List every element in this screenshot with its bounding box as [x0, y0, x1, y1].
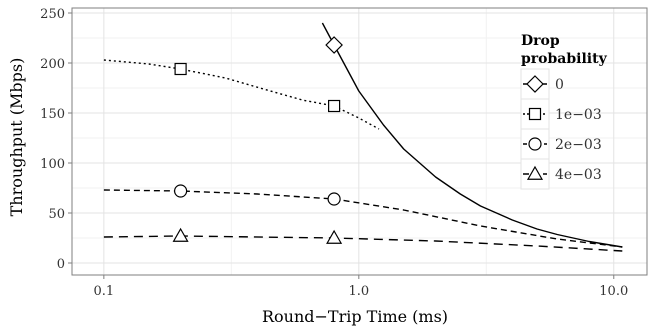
x-tick-label: 10.0	[599, 284, 628, 299]
plot-border	[71, 7, 648, 276]
series-lines	[103, 22, 623, 252]
x-tick-label: 1.0	[348, 284, 369, 299]
y-tick-label: 200	[40, 57, 65, 72]
y-tick-label: 0	[57, 257, 65, 272]
legend-entry-label: 2e−03	[555, 137, 602, 153]
legend-entry-label: 1e−03	[555, 107, 602, 123]
data-point-triangle	[326, 229, 343, 244]
data-point-square	[328, 99, 341, 113]
legend-marker-square	[528, 107, 542, 121]
y-tick-label: 100	[40, 157, 65, 172]
data-point-square	[174, 62, 187, 76]
legend-entry-label: 4e−03	[555, 167, 602, 183]
legend-title-line-1: Drop	[521, 33, 560, 49]
legend-marker-triangle	[526, 165, 544, 180]
data-point-circle	[174, 184, 188, 198]
series-line-0	[321, 22, 623, 248]
legend-marker-diamond	[526, 75, 544, 93]
legend-entry-label: 0	[555, 77, 564, 93]
series-markers	[172, 36, 343, 244]
y-axis-label: Throughput (Mbps)	[7, 58, 26, 217]
series-line-1	[103, 59, 380, 130]
y-tick-label: 250	[40, 7, 65, 22]
legend-title-line-2: probability	[521, 51, 608, 67]
data-point-diamond	[325, 36, 343, 54]
data-point-circle	[327, 192, 341, 206]
legend: Drop probability 0 1e−03 2e−03 4e−03	[520, 33, 608, 190]
series-line-3	[103, 235, 623, 252]
x-axis-label: Round−Trip Time (ms)	[262, 307, 448, 326]
y-tick-label: 50	[48, 207, 65, 222]
series-line-2	[103, 189, 623, 248]
grid	[72, 8, 647, 275]
legend-marker-circle	[528, 137, 542, 151]
data-point-triangle	[172, 227, 189, 242]
axes: 0 50 100 150 200 250 0.1 1.0 10.0	[40, 7, 628, 299]
y-tick-label: 150	[40, 107, 65, 122]
x-tick-label: 0.1	[94, 284, 115, 299]
